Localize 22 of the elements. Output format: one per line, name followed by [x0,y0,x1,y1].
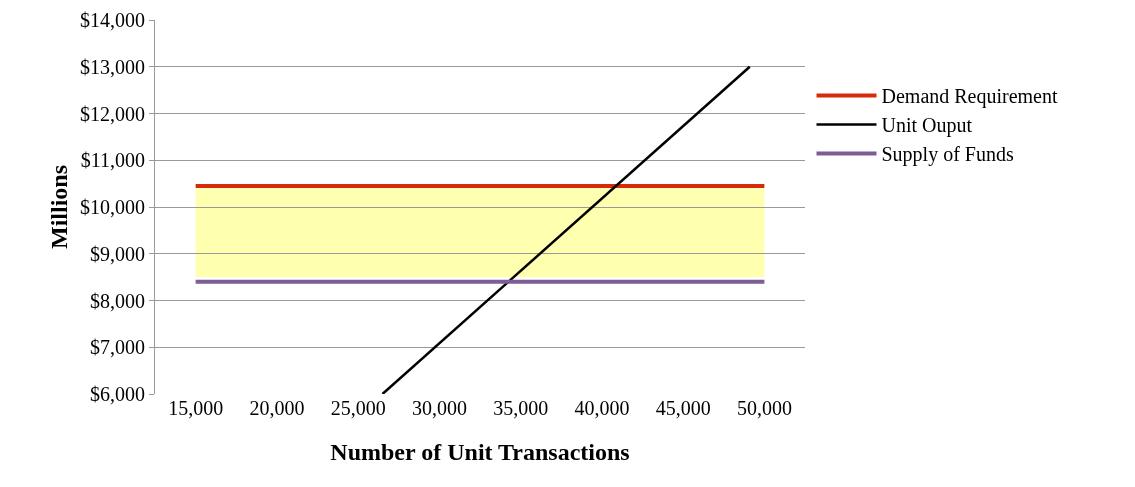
y-tick-label: $6,000 [90,383,145,405]
y-axis-title: Millions [46,164,73,250]
y-tick-label: $13,000 [80,55,145,78]
x-tick-label: 50,000 [736,397,792,419]
x-axis-title: Number of Unit Transactions [330,439,630,466]
x-tick-label: 15,000 [168,397,224,419]
y-tick-label: $9,000 [90,242,145,265]
y-tick-label: $14,000 [80,9,145,31]
legend-label: Supply of Funds [881,143,1014,167]
y-tick-label: $7,000 [90,336,145,359]
legend-label: Demand Requirement [881,85,1058,109]
x-tick-label: 25,000 [330,397,386,419]
x-tick-label: 45,000 [655,397,711,419]
x-tick-label: 30,000 [411,397,467,419]
y-tick-label: $8,000 [90,289,145,312]
x-tick-label: 40,000 [574,397,630,419]
legend-label: Unit Ouput [881,114,973,138]
x-tick-label: 20,000 [249,397,305,419]
y-tick-label: $10,000 [80,196,145,218]
y-tick-label: $11,000 [80,149,145,172]
x-tick-label: 35,000 [493,397,549,419]
y-tick-label: $12,000 [80,102,145,125]
